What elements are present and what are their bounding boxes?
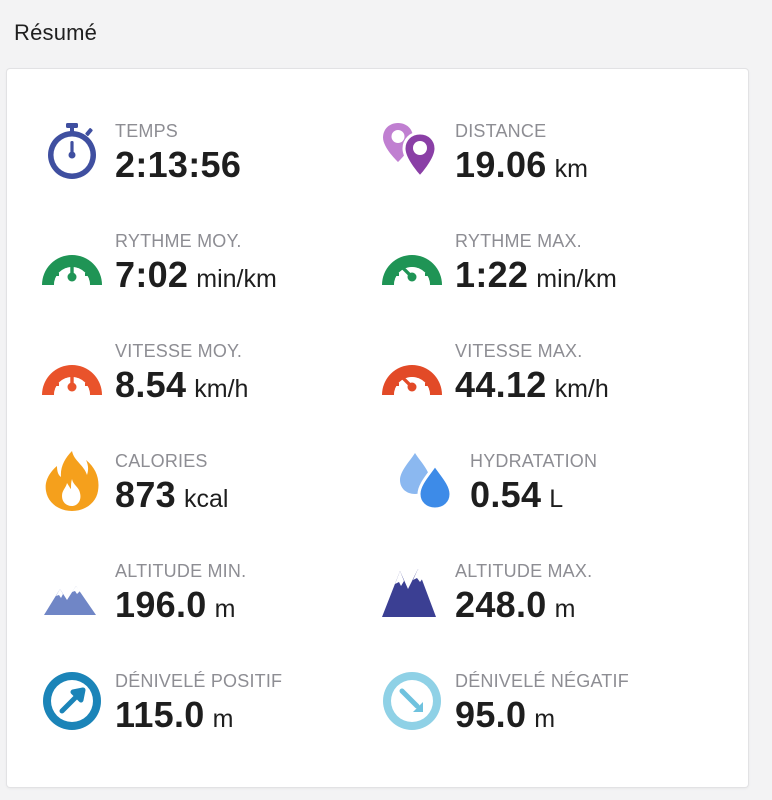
- stat-value-line: 115.0 m: [115, 694, 233, 736]
- stat-value: 7:02: [115, 254, 189, 295]
- stat-label: HYDRATATION: [470, 451, 598, 471]
- stat-value-line: 2:13:56: [115, 144, 241, 186]
- stat-label: RYTHME MOY.: [115, 231, 242, 251]
- stat-unit: min/km: [196, 265, 277, 293]
- stat-vitesse-moy: VITESSE MOY. 8.54 km/h: [40, 339, 360, 419]
- stat-unit: kcal: [183, 485, 229, 513]
- speedometer-max-icon: [380, 339, 444, 403]
- stat-value: 0.54: [470, 474, 542, 515]
- stat-value-line: 196.0 m: [115, 584, 235, 626]
- stat-hydratation: HYDRATATION 0.54 L: [395, 449, 725, 529]
- stat-temps: TEMPS 2:13:56: [40, 119, 360, 199]
- stat-vitesse-max: VITESSE MAX. 44.12 km/h: [380, 339, 720, 419]
- stat-altitude-min: ALTITUDE MIN. 196.0 m: [40, 559, 360, 639]
- stat-denivele-positif: DÉNIVELÉ POSITIF 115.0 m: [40, 669, 360, 749]
- stat-value-line: 873 kcal: [115, 474, 228, 516]
- mountains-low-icon: [40, 559, 104, 623]
- flame-icon: [40, 449, 104, 513]
- stat-unit: m: [214, 595, 236, 623]
- stat-value: 196.0: [115, 584, 207, 625]
- descent-arrow-icon: [380, 669, 444, 733]
- stat-value: 95.0: [455, 694, 527, 735]
- section-title: Résumé: [14, 20, 98, 45]
- stat-value-line: 44.12 km/h: [455, 364, 609, 406]
- stopwatch-icon: [40, 119, 104, 183]
- stat-value-line: 248.0 m: [455, 584, 575, 626]
- water-drops-icon: [395, 449, 459, 513]
- stat-rythme-max: RYTHME MAX. 1:22 min/km: [380, 229, 720, 309]
- stat-label: DISTANCE: [455, 121, 547, 141]
- stat-value-line: 95.0 m: [455, 694, 555, 736]
- stat-value: 248.0: [455, 584, 547, 625]
- stat-value: 115.0: [115, 694, 205, 735]
- stat-altitude-max: ALTITUDE MAX. 248.0 m: [380, 559, 720, 639]
- gauge-avg-icon: [40, 229, 104, 293]
- stat-value: 2:13:56: [115, 144, 242, 185]
- stat-unit: km/h: [194, 375, 249, 403]
- stat-value-line: 0.54 L: [470, 474, 563, 516]
- stat-unit: km: [554, 155, 588, 183]
- stat-label: ALTITUDE MIN.: [115, 561, 247, 581]
- stat-rythme-moy: RYTHME MOY. 7:02 min/km: [40, 229, 360, 309]
- stat-unit: km/h: [554, 375, 609, 403]
- stat-value-line: 19.06 km: [455, 144, 588, 186]
- stat-value-line: 8.54 km/h: [115, 364, 248, 406]
- stat-value: 1:22: [455, 254, 529, 295]
- stat-unit: min/km: [536, 265, 617, 293]
- stat-label: DÉNIVELÉ NÉGATIF: [455, 671, 629, 691]
- stat-value: 19.06: [455, 144, 547, 185]
- stat-label: RYTHME MAX.: [455, 231, 582, 251]
- speedometer-avg-icon: [40, 339, 104, 403]
- stat-unit: m: [554, 595, 576, 623]
- stat-unit: m: [212, 705, 234, 733]
- map-pins-icon: [380, 119, 444, 183]
- mountains-high-icon: [380, 559, 444, 623]
- stat-unit: m: [534, 705, 556, 733]
- stat-value: 44.12: [455, 364, 547, 405]
- stat-label: TEMPS: [115, 121, 179, 141]
- stat-distance: DISTANCE 19.06 km: [380, 119, 720, 199]
- gauge-max-icon: [380, 229, 444, 293]
- stat-value-line: 1:22 min/km: [455, 254, 617, 296]
- stat-label: VITESSE MAX.: [455, 341, 583, 361]
- stat-value: 873: [115, 474, 176, 515]
- stat-calories: CALORIES 873 kcal: [40, 449, 360, 529]
- summary-card: TEMPS 2:13:56 DISTANCE 19.06 km: [7, 69, 748, 787]
- stat-unit: L: [549, 485, 564, 513]
- stat-value: 8.54: [115, 364, 187, 405]
- stat-value-line: 7:02 min/km: [115, 254, 277, 296]
- stat-label: ALTITUDE MAX.: [455, 561, 593, 581]
- stat-label: DÉNIVELÉ POSITIF: [115, 671, 283, 691]
- stat-label: CALORIES: [115, 451, 208, 471]
- stat-label: VITESSE MOY.: [115, 341, 243, 361]
- stat-denivele-negatif: DÉNIVELÉ NÉGATIF 95.0 m: [380, 669, 720, 749]
- ascent-arrow-icon: [40, 669, 104, 733]
